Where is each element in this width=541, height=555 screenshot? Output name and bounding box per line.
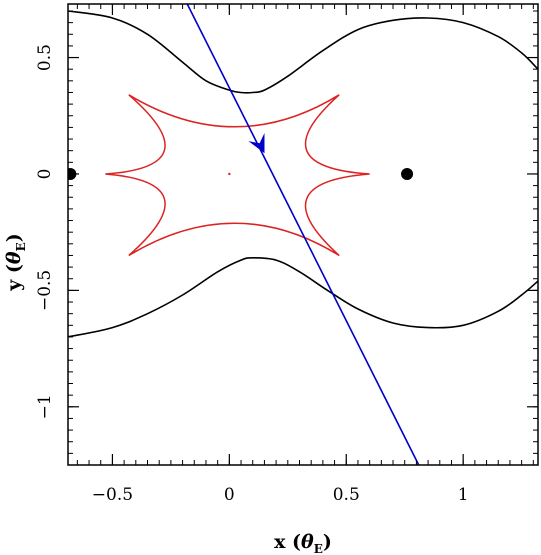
plot-frame (67, 3, 539, 466)
caustic-center-point (228, 172, 231, 176)
caustic-curve (105, 94, 370, 257)
y-axis-label: y (θE) (3, 233, 28, 292)
tick-labels: −0.5 0 0.5 1 0.5 0 −0.5 −1 (35, 44, 469, 505)
lens-mass-2 (401, 167, 414, 180)
source-trajectory (186, 4, 420, 465)
x-tick-label: −0.5 (92, 485, 133, 505)
x-tick-label: 1 (458, 485, 469, 505)
x-tick-label: 0.5 (333, 485, 360, 505)
x-tick-label: 0 (224, 485, 235, 505)
x-axis-label: x (θE) (274, 531, 332, 555)
y-tick-label: 0.5 (35, 44, 55, 71)
trajectory-arrow (248, 133, 265, 154)
y-tick-label: 0 (35, 169, 55, 180)
chart-curves (68, 4, 538, 465)
critical-curve-lower (68, 257, 538, 338)
y-tick-label: −1 (35, 394, 55, 419)
y-tick-label: −0.5 (35, 270, 55, 311)
critical-curve-upper (68, 10, 538, 94)
axis-ticks (68, 4, 538, 465)
